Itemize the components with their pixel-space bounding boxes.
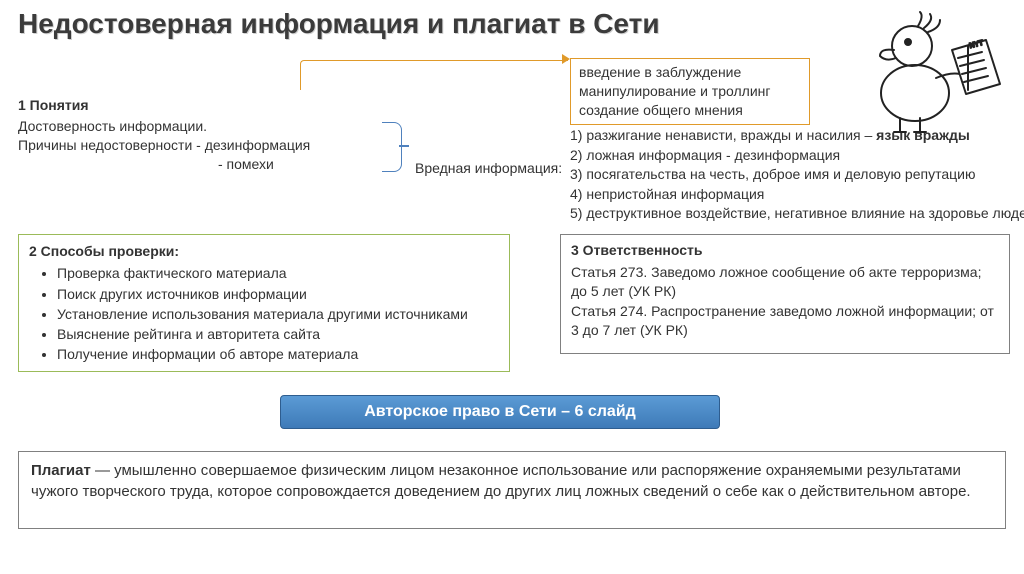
duck-reading-icon: NYT: [840, 8, 1010, 138]
plagiarism-box: Плагиат — умышленно совершаемое физическ…: [18, 451, 1006, 529]
orange-line3: создание общего мнения: [579, 101, 801, 120]
harmful-info-label: Вредная информация:: [415, 160, 562, 176]
methods-item-3: Установление использования материала дру…: [57, 304, 499, 324]
responsibility-heading: 3 Ответственность: [571, 241, 999, 261]
methods-heading: 2 Способы проверки:: [29, 241, 499, 261]
harmful-info-list: 1) разжигание ненависти, вражды и насили…: [570, 126, 1010, 224]
methods-item-1: Проверка фактического материала: [57, 263, 499, 283]
methods-item-4: Выяснение рейтинга и авторитета сайта: [57, 324, 499, 344]
slide-title: Недостоверная информация и плагиат в Сет…: [18, 8, 660, 40]
methods-item-5: Получение информации об авторе материала: [57, 344, 499, 364]
concepts-line1: Достоверность информации.: [18, 117, 398, 136]
orange-line1: введение в заблуждение: [579, 63, 801, 82]
methods-box: 2 Способы проверки: Проверка фактическог…: [18, 234, 510, 372]
orange-line2: манипулирование и троллинг: [579, 82, 801, 101]
harmful-item-5: 5) деструктивное воздействие, негативное…: [570, 204, 1010, 224]
harmful-item-3: 3) посягательства на честь, доброе имя и…: [570, 165, 1010, 185]
brace-connector: [382, 122, 402, 172]
concepts-block: 1 Понятия Достоверность информации. Прич…: [18, 96, 398, 174]
connector-arrowhead: [562, 54, 570, 64]
methods-list: Проверка фактического материала Поиск др…: [29, 263, 499, 364]
methods-item-2: Поиск других источников информации: [57, 284, 499, 304]
concepts-heading: 1 Понятия: [18, 96, 398, 115]
copyright-bar: Авторское право в Сети – 6 слайд: [280, 395, 720, 429]
plagiarism-definition: — умышленно совершаемое физическим лицом…: [31, 462, 971, 500]
connector-title-to-orange: [300, 60, 568, 90]
responsibility-line1: Статья 273. Заведомо ложное сообщение об…: [571, 263, 999, 302]
concepts-line2: Причины недостоверности - дезинформация: [18, 136, 398, 155]
responsibility-box: 3 Ответственность Статья 273. Заведомо л…: [560, 234, 1010, 354]
orange-box: введение в заблуждение манипулирование и…: [570, 58, 810, 125]
harmful-item-4: 4) непристойная информация: [570, 185, 1010, 205]
responsibility-line2: Статья 274. Распространение заведомо лож…: [571, 302, 999, 341]
concepts-line3: - помехи: [18, 155, 398, 174]
harmful-item-2: 2) ложная информация - дезинформация: [570, 146, 1010, 166]
plagiarism-term: Плагиат: [31, 462, 91, 479]
